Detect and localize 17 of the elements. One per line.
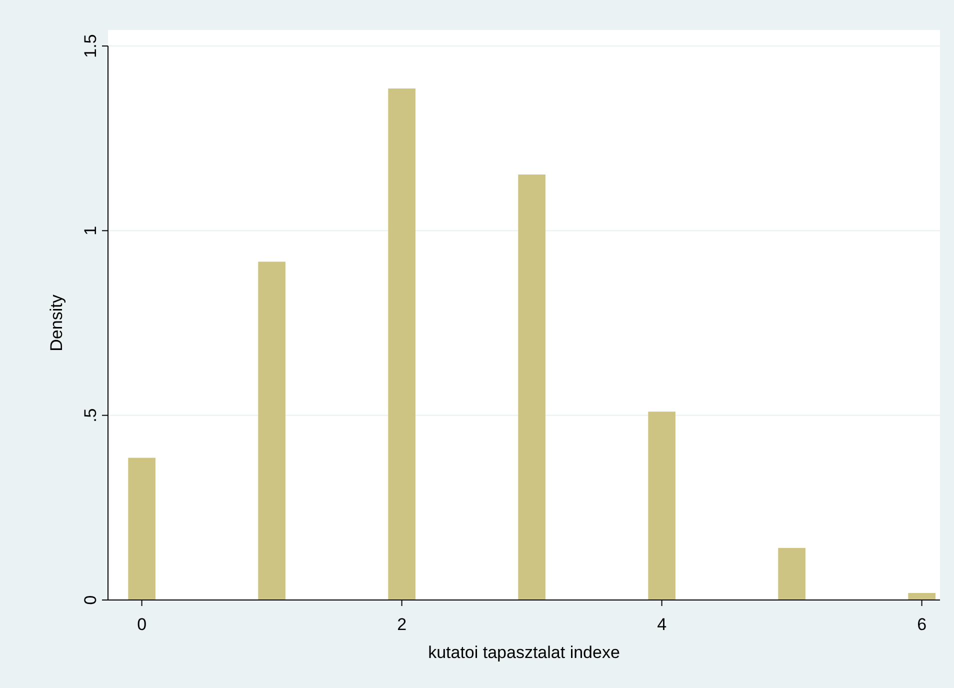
x-tick-label: 4 xyxy=(657,615,667,634)
y-tick-label: 0 xyxy=(81,595,100,605)
y-tick-label: .5 xyxy=(81,408,100,422)
bar xyxy=(128,458,156,600)
bar xyxy=(778,548,806,600)
bar xyxy=(388,88,416,600)
bar xyxy=(518,174,546,600)
y-axis-title: Density xyxy=(47,294,66,352)
x-tick-label: 6 xyxy=(917,615,927,634)
y-tick-label: 1.5 xyxy=(81,34,100,58)
x-tick-label: 0 xyxy=(137,615,147,634)
bar xyxy=(908,592,936,600)
bar xyxy=(648,412,676,600)
x-tick-label: 2 xyxy=(397,615,407,634)
y-tick-label: 1 xyxy=(81,226,100,236)
bar xyxy=(258,262,286,600)
x-axis-title: kutatoi tapasztalat indexe xyxy=(428,643,620,662)
